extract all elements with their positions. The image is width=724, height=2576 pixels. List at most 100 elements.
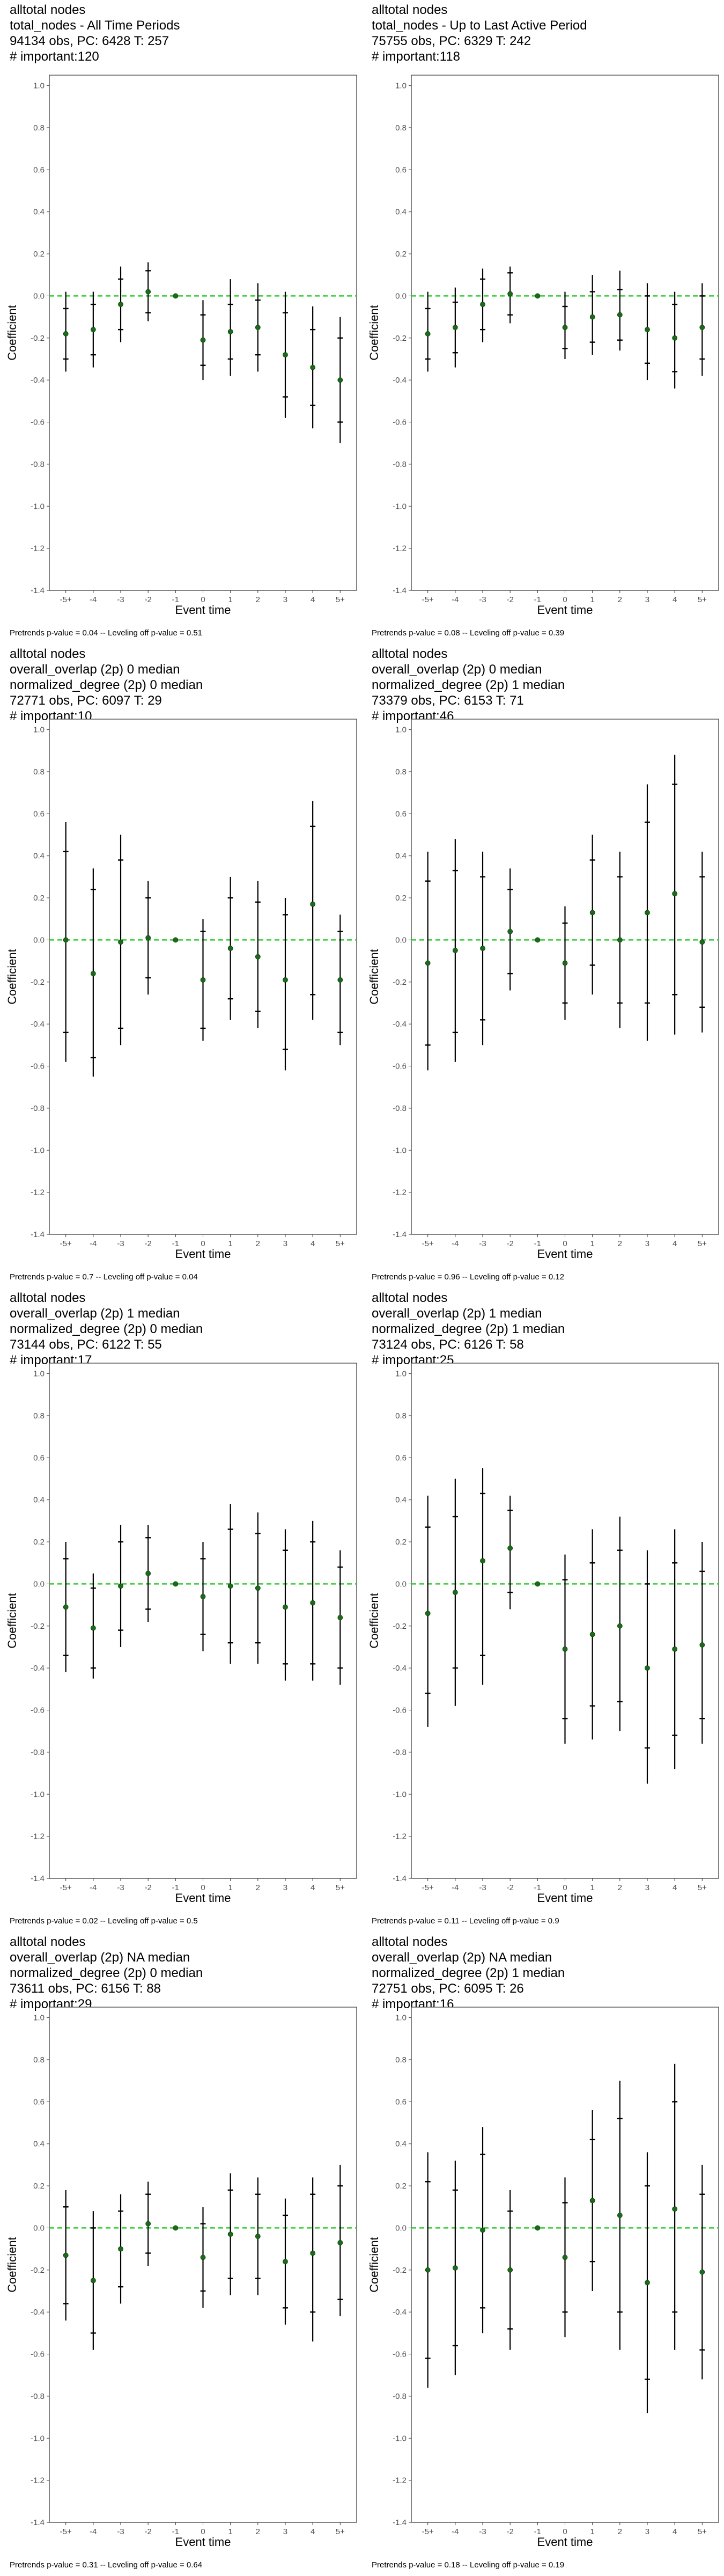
coefficient-point	[310, 364, 316, 370]
x-tick-label: -5+	[422, 1883, 434, 1892]
title-line: overall_overlap (2p) NA median	[10, 1950, 190, 1965]
x-tick-label: -5+	[422, 1239, 434, 1248]
y-tick-label: -0.2	[393, 334, 407, 343]
y-tick-label: -1.2	[393, 2476, 407, 2485]
y-axis-title: Coefficient	[367, 2237, 381, 2293]
title-line: total_nodes - Up to Last Active Period	[372, 18, 587, 33]
x-tick-label: 3	[283, 2527, 287, 2536]
coefficient-point	[145, 289, 151, 295]
x-tick-label: -2	[507, 1239, 514, 1248]
x-tick-label: -2	[507, 1883, 514, 1892]
x-tick-label: 0	[563, 595, 567, 604]
x-tick-label: -4	[90, 1239, 97, 1248]
coefficient-point	[645, 2280, 650, 2286]
coefficient-point	[118, 2246, 123, 2252]
title-line: alltotal nodes	[372, 1291, 448, 1305]
y-tick-label: -0.4	[31, 2308, 45, 2317]
pvalue-footer: Pretrends p-value = 0.31 -- Leveling off…	[10, 2560, 203, 2570]
x-tick-label: 3	[645, 2527, 649, 2536]
coefficient-point	[227, 2231, 233, 2237]
coefficient-point	[337, 377, 343, 383]
y-tick-label: -0.2	[31, 2266, 45, 2275]
x-tick-label: 5+	[336, 595, 345, 604]
title-line: alltotal nodes	[372, 647, 448, 661]
y-tick-label: -0.8	[393, 460, 407, 469]
y-tick-label: -0.6	[393, 2350, 407, 2359]
y-tick-label: -1.0	[393, 1790, 407, 1799]
pvalue-footer: Pretrends p-value = 0.11 -- Leveling off…	[372, 1916, 559, 1926]
x-tick-label: 3	[283, 1883, 287, 1892]
coefficient-point	[425, 2267, 431, 2273]
y-tick-label: 0.2	[395, 2182, 407, 2191]
event-study-plot: 1.0 0.8 0.6 0.4 0.2 0.0 -0.2 -0.4 -0.6 -0.8 -1.0 -1…	[367, 75, 719, 617]
y-tick-label: -1.0	[31, 2434, 45, 2443]
coefficient-point	[173, 293, 179, 299]
x-tick-label: -2	[145, 1239, 152, 1248]
y-tick-label: 0.4	[33, 852, 45, 861]
y-tick-label: 0.6	[33, 1453, 45, 1462]
y-tick-label: 0.8	[33, 2055, 45, 2065]
coefficient-point	[90, 971, 96, 977]
x-tick-label: -5+	[60, 2527, 72, 2536]
y-tick-label: -0.6	[31, 418, 45, 427]
x-tick-label: 0	[563, 1883, 567, 1892]
x-tick-label: 0	[201, 2527, 205, 2536]
y-tick-label: -1.4	[393, 586, 407, 595]
x-tick-label: -2	[145, 595, 152, 604]
x-tick-label: 5+	[698, 595, 707, 604]
y-tick-label: 0.2	[33, 2182, 45, 2191]
chart-title: alltotal nodes overall_overlap (2p) NA me…	[10, 1934, 203, 2012]
y-tick-label: 0.0	[33, 2223, 45, 2233]
coefficient-point	[200, 2255, 206, 2260]
title-line: normalized_degree (2p) 1 median	[372, 678, 565, 692]
y-tick-label: 0.8	[395, 1411, 407, 1421]
coefficient-point	[589, 314, 595, 320]
coefficient-point	[283, 977, 288, 983]
y-tick-label: 0.8	[395, 2055, 407, 2065]
title-line: alltotal nodes	[10, 3, 86, 17]
x-tick-label: 0	[201, 1883, 205, 1892]
x-tick-label: -2	[145, 2527, 152, 2536]
coefficient-point	[480, 946, 485, 952]
y-tick-label: 0.4	[395, 2140, 407, 2149]
chart-panel-8: alltotal nodes overall_overlap (2p) NA me…	[362, 1932, 724, 2576]
y-tick-label: -0.8	[31, 1748, 45, 1757]
title-line: normalized_degree (2p) 0 median	[10, 1322, 203, 1336]
title-line: normalized_degree (2p) 1 median	[372, 1966, 565, 1980]
y-tick-label: -0.4	[31, 1020, 45, 1029]
title-line: normalized_degree (2p) 0 median	[10, 678, 203, 692]
y-tick-label: 0.4	[33, 2140, 45, 2149]
x-tick-label: 1	[228, 1239, 232, 1248]
y-tick-label: -1.2	[31, 1188, 45, 1197]
x-tick-label: 2	[256, 2527, 260, 2536]
y-tick-label: 1.0	[395, 82, 407, 91]
x-axis-title: Event time	[175, 1891, 231, 1905]
y-tick-label: -1.2	[31, 1832, 45, 1841]
coefficient-point	[672, 2206, 678, 2212]
y-axis-title: Coefficient	[367, 949, 381, 1005]
y-tick-label: -0.6	[31, 2350, 45, 2359]
coefficient-point	[337, 1615, 343, 1621]
x-tick-label: -3	[479, 595, 486, 604]
x-tick-label: -5+	[422, 595, 434, 604]
pvalue-footer: Pretrends p-value = 0.04 -- Leveling off…	[10, 628, 203, 638]
coefficient-point	[200, 337, 206, 343]
event-study-plot: 1.0 0.8 0.6 0.4 0.2 0.0 -0.2 -0.4 -0.6 -0.8 -1.0 -1…	[5, 719, 357, 1261]
coefficient-point	[562, 960, 568, 966]
coefficient-point	[425, 960, 431, 966]
x-tick-label: -1	[172, 2527, 179, 2536]
title-line: # important:120	[10, 49, 99, 64]
y-tick-label: -1.2	[31, 2476, 45, 2485]
coefficient-point	[310, 1600, 316, 1606]
coefficient-point	[118, 939, 123, 945]
x-axis-title: Event time	[537, 603, 593, 617]
y-tick-label: 0.0	[395, 935, 407, 945]
y-tick-label: -1.4	[393, 2518, 407, 2527]
x-tick-label: 2	[256, 1239, 260, 1248]
x-axis-title: Event time	[537, 2535, 593, 2549]
coefficient-point	[227, 946, 233, 952]
coefficient-point	[173, 1581, 179, 1587]
coefficient-point	[145, 935, 151, 941]
coefficient-point	[589, 2198, 595, 2204]
y-tick-label: 0.2	[395, 1538, 407, 1547]
